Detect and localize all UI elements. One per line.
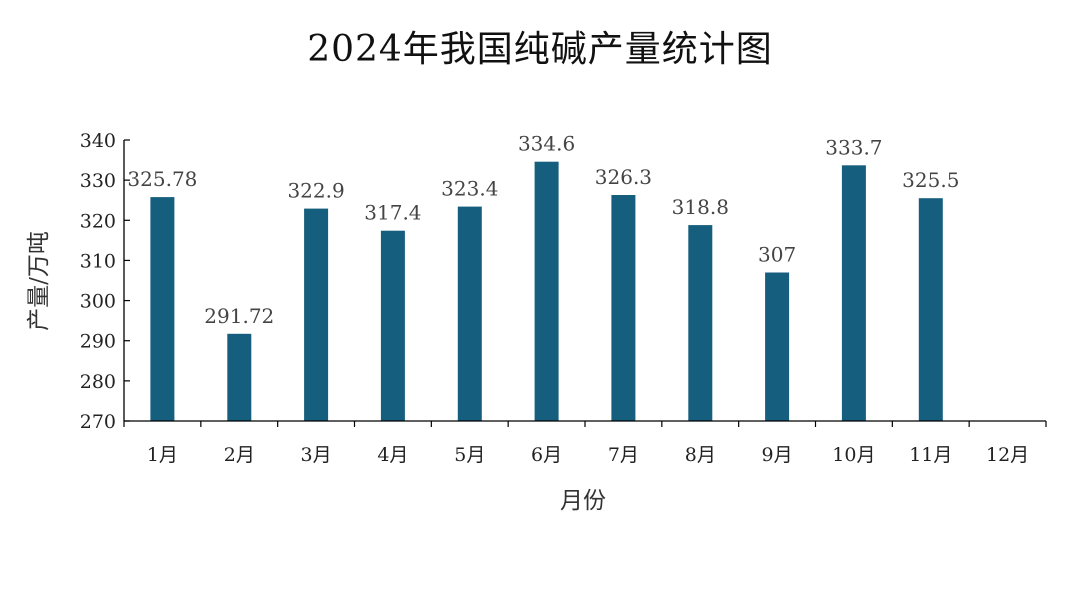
bar-2 bbox=[227, 333, 252, 421]
bar-5 bbox=[457, 206, 482, 421]
y-tick-label: 270 bbox=[80, 411, 116, 433]
x-axis-title: 月份 bbox=[560, 488, 606, 514]
x-tick-label: 1月 bbox=[147, 444, 178, 466]
bar-9 bbox=[765, 272, 790, 421]
y-axis-title: 产量/万吨 bbox=[26, 231, 52, 331]
bar-4 bbox=[380, 230, 405, 421]
bar-8 bbox=[688, 225, 713, 421]
axes-layer: 270 280 290 300 310 320 330 340 1月 2月 3月 4月 5月 6月 7月 8月… bbox=[80, 130, 1047, 466]
x-tick-label: 10月 bbox=[832, 444, 875, 466]
x-tick-label: 9月 bbox=[762, 444, 793, 466]
bar-10 bbox=[841, 165, 866, 421]
x-tick-label: 2月 bbox=[224, 444, 255, 466]
data-label-11: 325.5 bbox=[902, 168, 959, 192]
x-tick-label: 7月 bbox=[608, 444, 639, 466]
x-tick-label: 4月 bbox=[377, 444, 408, 466]
labels-layer: 325.78 291.72 322.9 317.4 323.4 334.6 326.3 318… bbox=[127, 132, 959, 328]
x-tick-label: 11月 bbox=[909, 444, 952, 466]
data-label-3: 322.9 bbox=[287, 179, 344, 203]
x-tick-label: 6月 bbox=[531, 444, 562, 466]
y-tick-label: 340 bbox=[80, 130, 116, 152]
x-tick-label: 8月 bbox=[685, 444, 716, 466]
data-label-10: 333.7 bbox=[825, 135, 882, 159]
data-label-5: 323.4 bbox=[441, 177, 498, 201]
x-tick-label: 5月 bbox=[454, 444, 485, 466]
data-label-9: 307 bbox=[758, 243, 796, 267]
y-tick-label: 280 bbox=[80, 371, 116, 393]
data-label-4: 317.4 bbox=[364, 201, 421, 225]
bar-11 bbox=[918, 198, 943, 421]
bar-7 bbox=[611, 195, 636, 421]
y-tick-label: 320 bbox=[80, 210, 116, 232]
bars-layer bbox=[150, 161, 943, 421]
data-label-8: 318.8 bbox=[672, 195, 729, 219]
bar-6 bbox=[534, 161, 559, 421]
y-tick-label: 300 bbox=[80, 291, 116, 313]
data-label-7: 326.3 bbox=[595, 165, 652, 189]
bar-1 bbox=[150, 197, 175, 421]
x-tick-label: 3月 bbox=[301, 444, 332, 466]
x-tick-label: 12月 bbox=[986, 444, 1029, 466]
y-tick-label: 290 bbox=[80, 331, 116, 353]
y-tick-label: 310 bbox=[80, 250, 116, 272]
chart-title: 2024年我国纯碱产量统计图 bbox=[307, 29, 773, 70]
data-label-1: 325.78 bbox=[127, 167, 197, 191]
y-tick-label: 330 bbox=[80, 170, 116, 192]
data-label-2: 291.72 bbox=[204, 304, 274, 328]
bar-3 bbox=[304, 208, 329, 421]
data-label-6: 334.6 bbox=[518, 132, 575, 156]
